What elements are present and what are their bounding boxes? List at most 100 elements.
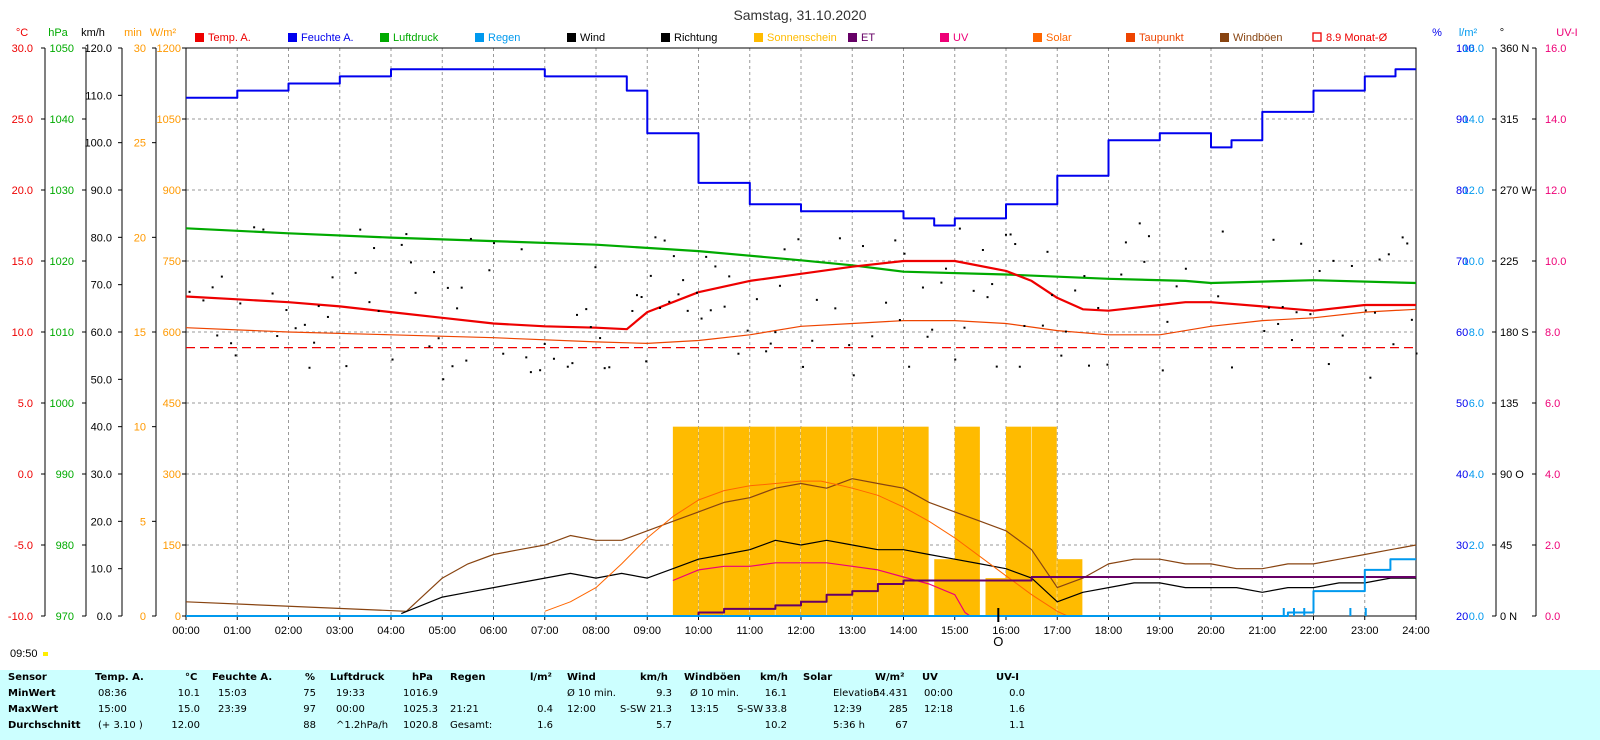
- direction-point: [539, 369, 542, 372]
- axis-tick-label: 10.0: [1463, 256, 1484, 268]
- axis-tick-label: 15: [134, 327, 146, 339]
- stats-cell: km/h: [640, 672, 668, 683]
- axis-tick-label: 40: [1456, 469, 1468, 481]
- legend-swatch: [195, 33, 204, 42]
- direction-point: [981, 248, 984, 251]
- axis-unit-right: %: [1432, 27, 1442, 39]
- sunshine-bar: [672, 426, 698, 616]
- x-tick-label: 09:00: [633, 625, 661, 637]
- direction-point: [1277, 322, 1280, 325]
- direction-point: [552, 357, 555, 360]
- direction-point: [1378, 258, 1381, 261]
- direction-point: [1097, 306, 1100, 309]
- direction-point: [566, 365, 569, 368]
- direction-point: [469, 237, 472, 240]
- legend-swatch: [1220, 33, 1229, 42]
- direction-point: [834, 307, 837, 310]
- direction-point: [631, 309, 634, 312]
- direction-point: [677, 293, 680, 296]
- axis-tick-label: 1200: [157, 43, 181, 55]
- axis-tick-label: 980: [56, 540, 74, 552]
- axis-tick-label: 0.0: [18, 469, 33, 481]
- direction-point: [940, 281, 943, 284]
- direction-point: [1318, 269, 1321, 272]
- legend-label: ET: [861, 32, 875, 44]
- axis-tick-label: 10: [134, 422, 146, 434]
- axis-tick-label: 225: [1500, 256, 1518, 268]
- sunshine-bar: [1057, 559, 1083, 616]
- x-tick-label: 02:00: [275, 625, 303, 637]
- stats-cell: 285: [888, 704, 908, 715]
- axis-tick-label: 8.0: [1545, 327, 1560, 339]
- direction-point: [1369, 376, 1372, 379]
- direction-point: [903, 252, 906, 255]
- axis-tick-label: 10.0: [12, 327, 33, 339]
- axis-unit-right: l/m²: [1459, 27, 1478, 39]
- axis-tick-label: 2.0: [1545, 540, 1560, 552]
- direction-point: [234, 354, 237, 357]
- stats-cell: Solar: [803, 672, 833, 683]
- x-tick-label: 04:00: [377, 625, 405, 637]
- luftdruck-line: [185, 227, 1417, 285]
- direction-point: [230, 342, 233, 345]
- axis-tick-label: -10.0: [8, 611, 33, 623]
- legend-swatch: [1312, 32, 1322, 42]
- axis-tick-label: 6.0: [1545, 398, 1560, 410]
- x-tick-label: 07:00: [531, 625, 559, 637]
- legend: Temp. A. Feuchte A. Luftdruck Regen Wind Rich…: [195, 32, 1388, 44]
- direction-point: [1267, 306, 1270, 309]
- legend-swatch: [380, 33, 389, 42]
- axis-tick-label: 360 N: [1500, 43, 1529, 55]
- axis-tick-label: 16.0: [1463, 43, 1484, 55]
- direction-point: [409, 261, 412, 264]
- axis-tick-label: 45: [1500, 540, 1512, 552]
- axis-tick-label: 16.0: [1545, 43, 1566, 55]
- stats-cell: 33.8: [764, 704, 787, 715]
- direction-point: [1392, 343, 1395, 346]
- legend-label: UV: [953, 32, 969, 44]
- moon-marker: O: [993, 634, 1003, 649]
- x-tick-label: 12:00: [787, 625, 815, 637]
- direction-point: [437, 337, 440, 340]
- direction-point: [815, 298, 818, 301]
- axis-unit-left: hPa: [48, 27, 68, 39]
- axis-tick-label: 0.0: [1469, 611, 1484, 623]
- direction-point: [672, 255, 675, 258]
- axis-tick-label: 20: [1456, 611, 1468, 623]
- legend-swatch: [475, 33, 484, 42]
- direction-point: [1415, 352, 1418, 355]
- axis-tick-label: 270 W: [1500, 185, 1532, 197]
- stats-cell: 15.0: [177, 704, 200, 715]
- direction-point: [1166, 320, 1169, 323]
- x-tick-label: 15:00: [941, 625, 969, 637]
- direction-point: [1064, 330, 1067, 333]
- stats-cell: 1016.9: [403, 688, 438, 699]
- direction-point: [400, 243, 403, 246]
- direction-point: [313, 341, 316, 344]
- stats-cell: 5:36 h: [833, 720, 865, 731]
- direction-point: [456, 307, 459, 310]
- direction-point: [1327, 363, 1330, 366]
- axis-tick-label: 970: [56, 611, 74, 623]
- axis-tick-label: 60.0: [91, 327, 112, 339]
- sunshine-bar: [698, 426, 724, 616]
- stats-cell: MaxWert: [8, 704, 59, 715]
- x-tick-label: 06:00: [480, 625, 508, 637]
- axis-tick-label: 25.0: [12, 114, 33, 126]
- axis-tick-label: 150: [163, 540, 181, 552]
- axis-tick-label: 12.0: [1545, 185, 1566, 197]
- axis-tick-label: 600: [163, 327, 181, 339]
- sunshine-bar: [852, 426, 878, 616]
- direction-point: [1406, 242, 1409, 245]
- legend-swatch: [848, 33, 857, 42]
- direction-point: [765, 350, 768, 353]
- axis-tick-label: 120.0: [84, 43, 112, 55]
- direction-point: [345, 365, 348, 368]
- axis-tick-label: 0: [140, 611, 146, 623]
- stats-cell: 16.1: [764, 688, 787, 699]
- stats-cell: MinWert: [8, 688, 56, 699]
- direction-point: [963, 326, 966, 329]
- direction-point: [1143, 260, 1146, 263]
- stats-cell: 21:21: [450, 704, 479, 715]
- direction-point: [640, 296, 643, 299]
